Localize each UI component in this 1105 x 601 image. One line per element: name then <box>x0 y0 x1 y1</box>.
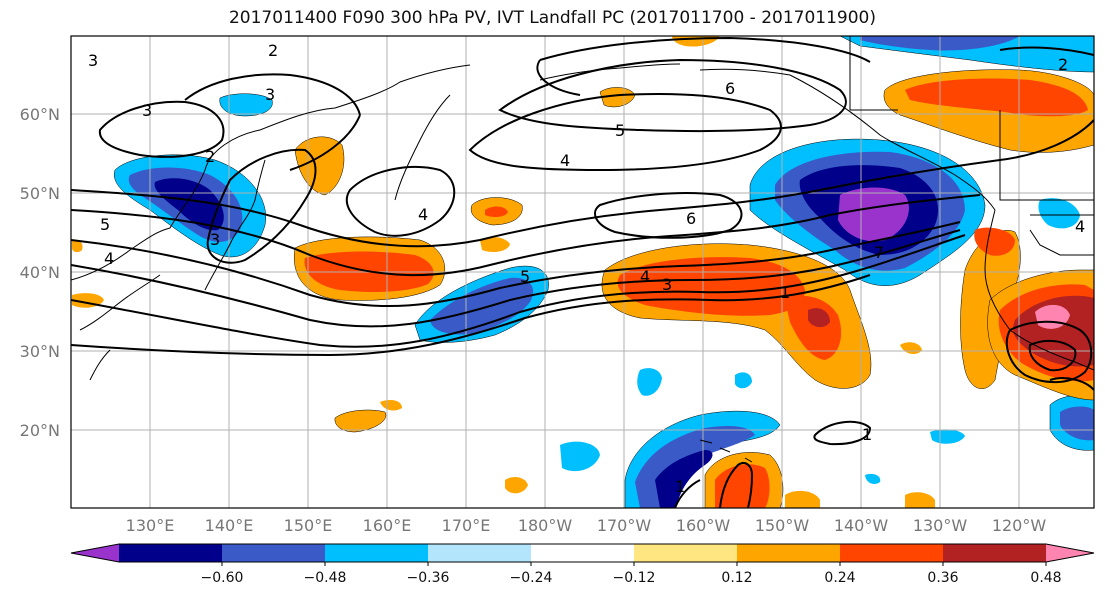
map-frame <box>70 35 1095 509</box>
contour-label: 3 <box>88 51 98 70</box>
contour-label: 6 <box>725 79 735 98</box>
colorbar-label: 0.24 <box>824 570 855 586</box>
contour-label: 3 <box>210 230 220 249</box>
lat-tick-label: 60°N <box>20 105 60 124</box>
colorbar-label: 0.48 <box>1030 570 1061 586</box>
lat-tick-label: 30°N <box>20 342 60 361</box>
aleutians <box>539 63 791 81</box>
contour-label: 4 <box>1075 217 1085 236</box>
colorbar-label: 0.36 <box>927 570 958 586</box>
map-title: 2017011400 F090 300 hPa PV, IVT Landfall… <box>228 8 876 28</box>
contour-label: 4 <box>104 249 114 268</box>
colorbar-label: −0.48 <box>304 570 347 586</box>
contour-label: 6 <box>686 209 696 228</box>
colorbar-extend-low <box>71 544 119 562</box>
contour-label: 1 <box>862 425 872 444</box>
longitude-axis: 130°E 140°E 150°E 160°E 170°E 180°W 170°… <box>126 516 1047 535</box>
colorbar-extend-high <box>1046 544 1094 562</box>
na-west-coast <box>984 209 1094 371</box>
contour-label: 3 <box>265 85 275 104</box>
lon-tick-label: 130°W <box>913 516 968 535</box>
contour-label: 4 <box>640 267 650 286</box>
lon-tick-label: 130°E <box>126 516 175 535</box>
colorbar-label: −0.24 <box>510 570 553 586</box>
colorbar-segment <box>222 544 325 562</box>
colorbar-segment <box>943 544 1046 562</box>
lat-tick-label: 50°N <box>20 184 60 203</box>
colorbar-label: −0.12 <box>613 570 656 586</box>
colorbar-segment <box>737 544 840 562</box>
contour-label: 3 <box>142 101 152 120</box>
contour-label: 5 <box>100 215 110 234</box>
lon-tick-label: 170°E <box>442 516 491 535</box>
lon-tick-label: 180°W <box>518 516 573 535</box>
contour-label: 1 <box>780 283 790 302</box>
contour-label: 3 <box>662 275 672 294</box>
contour-label: 1 <box>675 477 685 496</box>
colorbar-segment <box>634 544 737 562</box>
contour-label: 2 <box>1058 55 1068 74</box>
contour-label: 2 <box>268 41 278 60</box>
korea-china <box>79 274 161 381</box>
lat-tick-label: 20°N <box>20 421 60 440</box>
colorbar-segment <box>840 544 943 562</box>
lon-tick-label: 140°E <box>205 516 254 535</box>
colorbar-segment <box>428 544 531 562</box>
kamchatka <box>394 94 451 201</box>
contour-label: 7 <box>874 243 884 262</box>
lon-tick-label: 160°E <box>363 516 412 535</box>
contour-label: 5 <box>615 121 625 140</box>
contour-label: 2 <box>205 147 215 166</box>
lon-tick-label: 160°W <box>676 516 731 535</box>
lon-tick-label: 140°W <box>834 516 889 535</box>
colorbar-segment <box>531 544 634 562</box>
colorbar-label: −0.36 <box>407 570 450 586</box>
colorbar-label: −0.60 <box>201 570 244 586</box>
colorbar-segment <box>119 544 222 562</box>
japan-islands <box>204 159 266 291</box>
asia-coast <box>71 64 471 281</box>
contour-label: 4 <box>560 151 570 170</box>
colorbar-outline <box>70 543 1095 563</box>
graticule <box>71 36 1094 508</box>
lon-tick-label: 120°W <box>992 516 1047 535</box>
ivt-contours <box>71 36 1094 508</box>
coastlines <box>71 63 1094 463</box>
contour-labels: 2 3 3 2 3 5 4 3 4 4 5 4 6 6 5 4 3 1 7 2 … <box>88 41 1085 496</box>
colorbar-segment <box>325 544 428 562</box>
political-borders <box>849 36 1094 256</box>
contour-label: 4 <box>418 205 428 224</box>
alaska-coast <box>789 74 996 211</box>
lat-tick-label: 40°N <box>20 263 60 282</box>
colorbar: −0.60 −0.48 −0.36 −0.24 −0.12 0.12 0.24 0.36 0.4… <box>70 543 1095 586</box>
lon-tick-label: 150°E <box>284 516 333 535</box>
lon-tick-label: 170°W <box>597 516 652 535</box>
colorbar-label: 0.12 <box>721 570 752 586</box>
lon-tick-label: 150°W <box>755 516 810 535</box>
latitude-axis: 60°N 50°N 40°N 30°N 20°N <box>20 105 60 440</box>
hawaii <box>699 439 753 463</box>
contour-label: 5 <box>520 267 530 286</box>
